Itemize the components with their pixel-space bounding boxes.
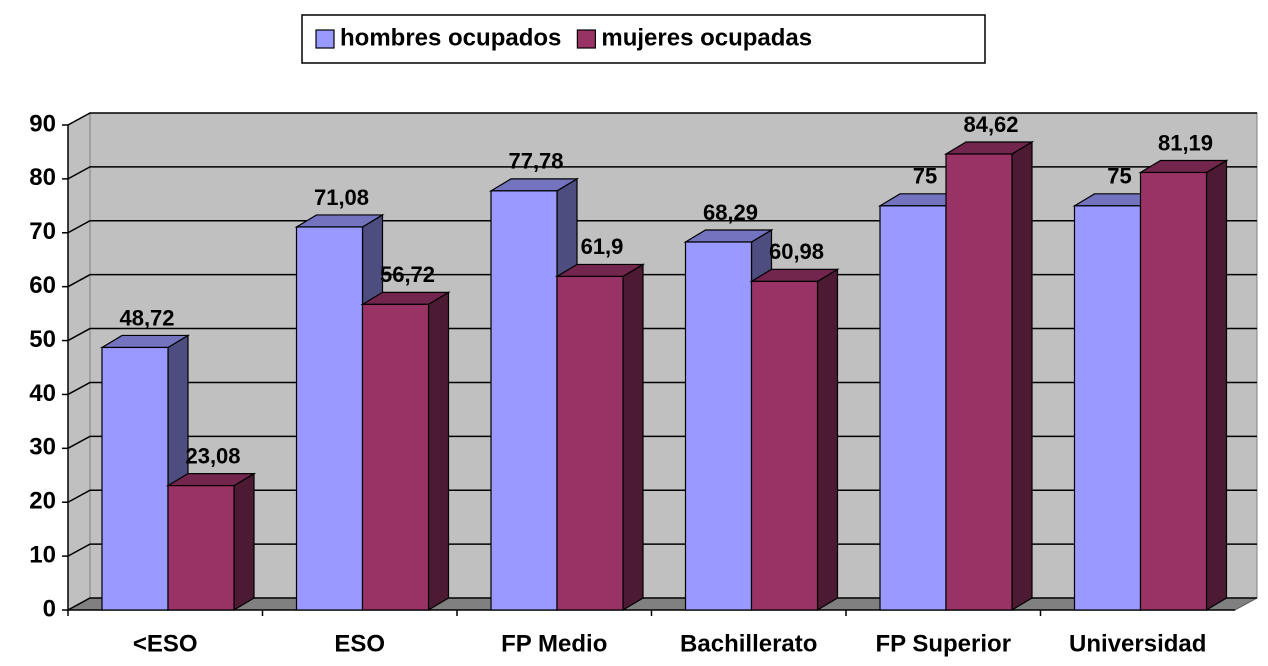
grid-line [67,543,1257,557]
value-label: 56,72 [380,262,435,287]
bar [750,280,819,611]
x-tick-label: FP Superior [875,630,1011,657]
bar [167,485,235,611]
grid-line [67,597,1257,611]
bar [295,226,364,611]
bar-side [233,472,255,612]
value-label: 71,08 [314,185,369,210]
x-tick-label: FP Medio [501,630,607,657]
value-label: 84,62 [963,112,1018,137]
value-label: 75 [913,164,937,189]
bar [490,190,558,611]
y-tick-label: 0 [43,595,56,622]
value-label: 61,9 [581,234,624,259]
value-label: 60,98 [769,239,824,264]
y-tick-label: 40 [29,380,56,407]
grid-line [67,435,1257,449]
grid-line [67,381,1257,396]
y-tick-label: 20 [29,488,56,515]
y-tick-label: 50 [29,326,56,353]
y-tick-label: 30 [29,434,56,461]
bar [879,205,947,611]
bar [556,275,624,611]
bar [1073,205,1142,611]
legend-label: mujeres ocupadas [601,24,812,51]
bar [1139,171,1208,611]
x-tick-label: Bachillerato [680,630,817,657]
y-tick-label: 90 [29,110,56,137]
grid-line [67,166,1257,180]
value-label: 68,29 [703,200,758,225]
legend-box [301,14,986,64]
legend-swatch [315,29,335,49]
y-tick-label: 70 [29,218,56,245]
side-wall [67,112,91,611]
bar-side [427,291,450,612]
y-tick-label: 80 [29,164,56,191]
value-label: 81,19 [1158,130,1213,155]
grid-line [67,489,1257,503]
value-label: 75 [1107,164,1131,189]
bar [945,153,1013,611]
x-tick-label: Universidad [1069,630,1206,657]
grid-line [67,220,1257,234]
value-label: 23,08 [185,443,240,468]
grid-line [67,112,1257,126]
legend-label: hombres ocupados [340,24,561,51]
bar-side [1011,140,1033,612]
grid-line [67,327,1257,342]
bar [684,241,753,611]
bar-side [622,263,644,612]
x-tick-label: ESO [334,630,385,657]
grid-line [67,273,1257,288]
value-label: 48,72 [119,305,174,330]
bar [101,346,169,611]
bar-side [816,268,839,612]
legend-swatch [576,29,596,49]
y-tick-label: 60 [29,272,56,299]
bar-side [1205,159,1228,612]
x-tick-label: <ESO [133,630,198,657]
value-label: 77,78 [508,149,563,174]
bar [361,303,430,611]
y-tick-label: 10 [29,541,56,568]
